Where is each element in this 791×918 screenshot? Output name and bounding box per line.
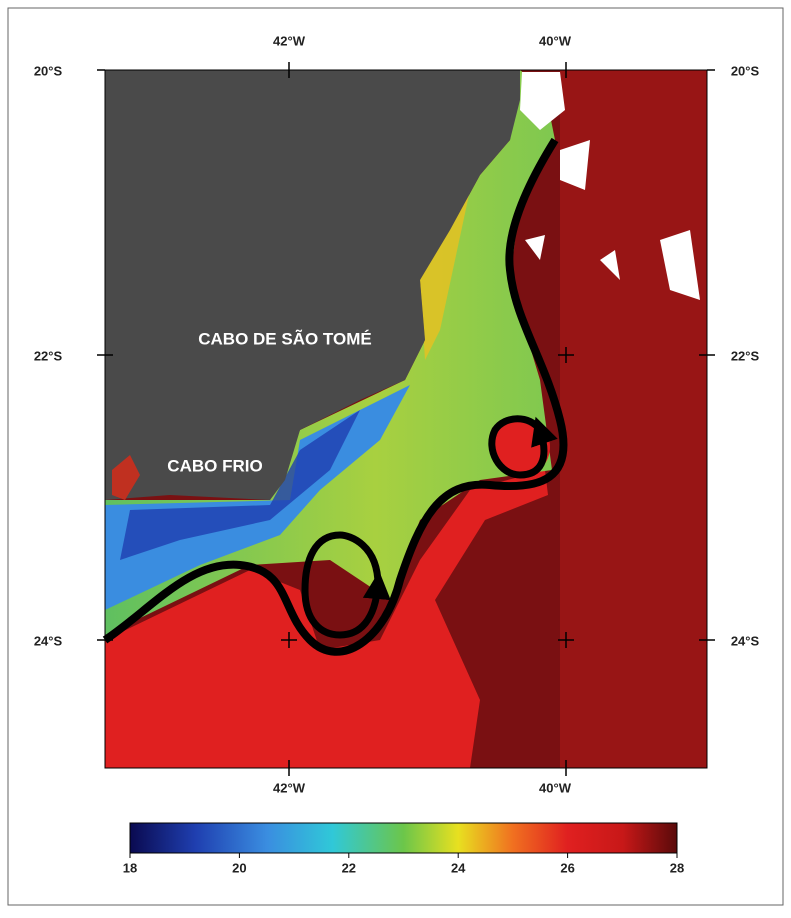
lat-label: 20°S bbox=[34, 63, 63, 78]
colorbar-tick-label: 18 bbox=[123, 860, 137, 875]
figure: CABO DE SÃO TOMÉ CABO FRIO 42°W 40°W 42°… bbox=[0, 0, 791, 913]
colorbar-tick-label: 28 bbox=[670, 860, 684, 875]
colorbar-tick-label: 24 bbox=[451, 860, 466, 875]
lat-label: 20°S bbox=[731, 63, 760, 78]
map bbox=[97, 62, 715, 776]
colorbar-tick-label: 26 bbox=[560, 860, 574, 875]
place-label: CABO DE SÃO TOMÉ bbox=[198, 328, 371, 348]
lat-label: 22°S bbox=[34, 348, 63, 363]
colorbar-tick-label: 22 bbox=[342, 860, 356, 875]
lat-label: 24°S bbox=[731, 633, 760, 648]
colorbar-tick-label: 20 bbox=[232, 860, 246, 875]
lon-label: 40°W bbox=[539, 780, 572, 795]
colorbar bbox=[130, 823, 677, 853]
lat-label: 22°S bbox=[731, 348, 760, 363]
place-label: CABO FRIO bbox=[167, 456, 262, 475]
lon-label: 40°W bbox=[539, 33, 572, 48]
lon-label: 42°W bbox=[273, 780, 306, 795]
lon-label: 42°W bbox=[273, 33, 306, 48]
lat-label: 24°S bbox=[34, 633, 63, 648]
